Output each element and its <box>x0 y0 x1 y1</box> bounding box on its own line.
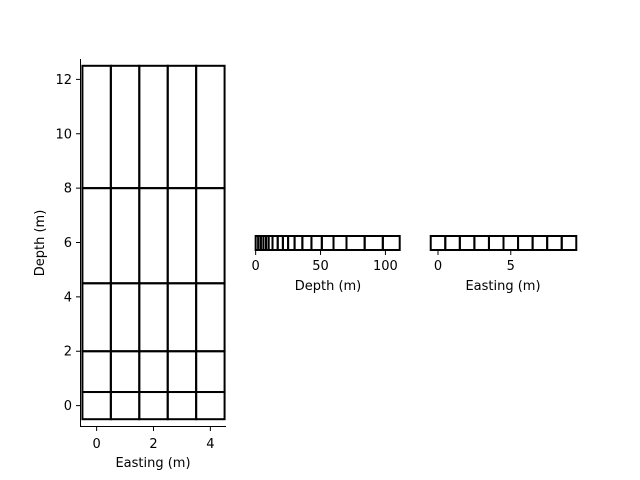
x-tick-label: 50 <box>312 259 329 274</box>
x-tick-label: 2 <box>149 437 157 452</box>
y-tick-label: 10 <box>55 127 72 142</box>
mesh-2d-cells <box>81 64 226 421</box>
y-tick-label: 2 <box>64 345 72 360</box>
x-tick-label: 100 <box>373 259 398 274</box>
y-tick-label: 8 <box>64 182 72 197</box>
x-ticks: 0 2 4 <box>92 427 215 452</box>
x-ticks: 0 50 100 <box>252 251 398 274</box>
x-tick-label: 0 <box>92 437 100 452</box>
x-tick-label: 0 <box>252 259 260 274</box>
mesh-depth-panel: 0 50 100 Depth (m) <box>252 235 401 294</box>
y-tick-label: 6 <box>64 236 72 251</box>
x-axis-label: Easting (m) <box>115 456 190 471</box>
mesh-2d-panel: 0 2 4 0 2 4 6 8 10 12 Easting (m) Depth (m) <box>33 59 226 471</box>
y-tick-label: 0 <box>64 399 72 414</box>
y-ticks: 0 2 4 6 8 10 12 <box>55 73 80 414</box>
mesh-depth-cells <box>254 235 401 251</box>
mesh-easting-cells <box>429 235 578 251</box>
y-axis-label: Depth (m) <box>33 210 48 277</box>
mesh-cell <box>381 235 401 251</box>
x-tick-label: 5 <box>507 259 515 274</box>
y-tick-label: 4 <box>64 290 72 305</box>
x-axis-label: Depth (m) <box>295 279 362 294</box>
mesh-cell <box>195 64 226 190</box>
x-tick-label: 0 <box>434 259 442 274</box>
mesh-cell <box>560 235 578 251</box>
x-axis-label: Easting (m) <box>465 279 540 294</box>
y-tick-label: 12 <box>55 73 72 88</box>
x-tick-label: 4 <box>206 437 214 452</box>
